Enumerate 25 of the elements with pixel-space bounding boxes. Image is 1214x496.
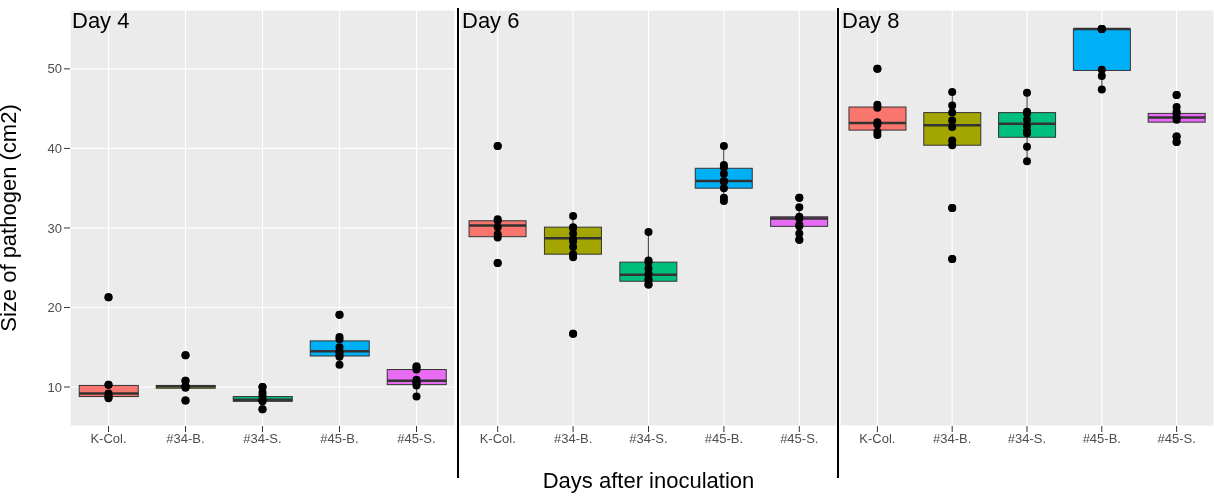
x-tick-label: #34-B. — [166, 431, 205, 447]
x-tick-label: #34-S. — [629, 431, 668, 447]
x-tick-label: #45-B. — [320, 431, 359, 447]
chart-title: Day 8 — [842, 8, 900, 34]
y-tick-label: 30 — [47, 220, 62, 236]
x-tick-label: #45-S. — [397, 431, 436, 447]
x-tick-label: #45-B. — [1082, 431, 1121, 447]
x-tick-label: K-Col. — [859, 431, 896, 447]
x-axis-title: Days after inoculation — [542, 468, 755, 493]
y-tick-label: 40 — [47, 141, 62, 157]
x-tick-label: #45-B. — [704, 431, 744, 447]
x-tick-label: #45-S. — [780, 431, 819, 447]
chart-title: Day 4 — [72, 8, 130, 34]
x-tick-label: #34-S. — [243, 431, 282, 447]
x-tick-label: #34-S. — [1007, 431, 1047, 447]
y-axis-title: Size of pathogen (cm2) — [0, 104, 21, 332]
y-tick-label: 10 — [47, 379, 62, 395]
x-tick-label: #34-B. — [933, 431, 972, 447]
x-tick-label: K-Col. — [479, 431, 516, 447]
x-tick-label: #45-S. — [1157, 431, 1196, 447]
y-tick-label: 50 — [47, 61, 62, 77]
x-tick-label: K-Col. — [90, 431, 127, 447]
y-tick-label: 20 — [47, 300, 62, 316]
x-tick-label: #34-B. — [553, 431, 593, 447]
chart-title: Day 6 — [462, 8, 520, 34]
